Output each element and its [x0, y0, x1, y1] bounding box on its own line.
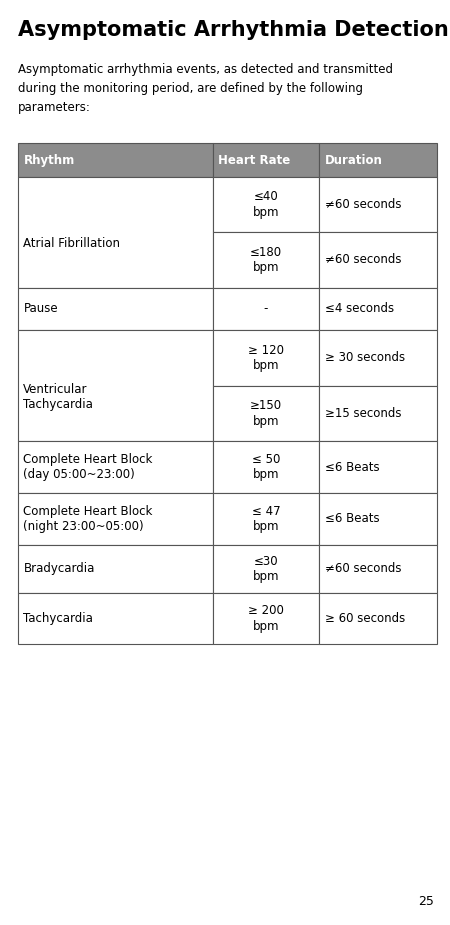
Text: ≤ 50
bpm: ≤ 50 bpm	[252, 453, 280, 481]
Text: Asymptomatic arrhythmia events, as detected and transmitted
during the monitorin: Asymptomatic arrhythmia events, as detec…	[18, 63, 393, 114]
Text: ≤4 seconds: ≤4 seconds	[325, 302, 394, 315]
Text: Bradycardia: Bradycardia	[23, 562, 95, 575]
Text: Complete Heart Block
(night 23:00~05:00): Complete Heart Block (night 23:00~05:00)	[23, 505, 153, 533]
Text: ≥ 30 seconds: ≥ 30 seconds	[325, 352, 405, 364]
Text: ≤30
bpm: ≤30 bpm	[253, 555, 279, 583]
Text: Asymptomatic Arrhythmia Detection: Asymptomatic Arrhythmia Detection	[18, 20, 449, 41]
Text: Ventricular
Tachycardia: Ventricular Tachycardia	[23, 383, 93, 411]
Text: ≥15 seconds: ≥15 seconds	[325, 407, 401, 420]
Text: ≠60 seconds: ≠60 seconds	[325, 562, 401, 575]
Text: ≤6 Beats: ≤6 Beats	[325, 512, 379, 525]
Text: ≤6 Beats: ≤6 Beats	[325, 461, 379, 474]
Text: Pause: Pause	[23, 302, 58, 315]
Text: -: -	[264, 302, 268, 315]
Text: Duration: Duration	[325, 154, 382, 166]
Text: ≤180
bpm: ≤180 bpm	[250, 246, 282, 274]
Text: ≠60 seconds: ≠60 seconds	[325, 198, 401, 211]
Text: ≥ 60 seconds: ≥ 60 seconds	[325, 611, 405, 625]
Text: Tachycardia: Tachycardia	[23, 611, 93, 625]
Text: Complete Heart Block
(day 05:00~23:00): Complete Heart Block (day 05:00~23:00)	[23, 453, 153, 481]
Text: ≤40
bpm: ≤40 bpm	[253, 191, 279, 218]
Text: ≥ 200
bpm: ≥ 200 bpm	[248, 604, 284, 633]
Text: Rhythm: Rhythm	[23, 154, 75, 166]
Text: Heart Rate: Heart Rate	[218, 154, 290, 166]
Text: ≥ 120
bpm: ≥ 120 bpm	[248, 344, 284, 372]
Text: Atrial Fibrillation: Atrial Fibrillation	[23, 237, 121, 250]
Text: ≠60 seconds: ≠60 seconds	[325, 253, 401, 266]
Text: 25: 25	[418, 895, 434, 908]
Text: ≤ 47
bpm: ≤ 47 bpm	[252, 505, 280, 533]
Text: ≥150
bpm: ≥150 bpm	[250, 400, 282, 427]
